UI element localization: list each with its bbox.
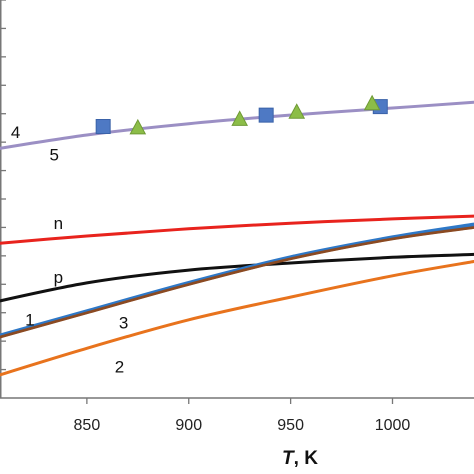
x-tick-label: 850 bbox=[74, 417, 101, 434]
curve-label-2: 2 bbox=[115, 357, 124, 376]
curve-label-layer: 4 5 n p 1 3 2 bbox=[11, 123, 128, 377]
x-axis-ticks: 8008509009501000 bbox=[74, 398, 411, 434]
curve-label-n: n bbox=[54, 214, 63, 233]
series-line-n bbox=[0, 214, 474, 245]
x-tick-label: 900 bbox=[175, 417, 202, 434]
series-line-3-overlay bbox=[0, 226, 474, 339]
series-line-p bbox=[0, 252, 474, 303]
curve-label-3: 3 bbox=[119, 313, 128, 332]
triangle-marker bbox=[129, 118, 147, 135]
x-tick-label: 1000 bbox=[375, 417, 411, 434]
series-line-2 bbox=[0, 260, 474, 377]
x-axis-title: T, K bbox=[282, 448, 318, 469]
series-layer bbox=[0, 100, 474, 377]
triangle-marker bbox=[288, 103, 306, 119]
curve-label-5: 5 bbox=[50, 146, 59, 165]
series-line-4 bbox=[0, 100, 474, 150]
square-marker bbox=[95, 119, 111, 135]
square-marker bbox=[258, 107, 274, 123]
x-axis-title-variable: T bbox=[282, 448, 295, 469]
curve-label-1: 1 bbox=[25, 311, 34, 330]
marker-layer bbox=[95, 94, 388, 135]
series-line-1 bbox=[0, 222, 474, 338]
y-axis-ticks bbox=[0, 0, 6, 371]
curve-label-4: 4 bbox=[11, 123, 20, 142]
x-tick-label: 950 bbox=[277, 417, 304, 434]
triangle-marker bbox=[363, 94, 381, 111]
triangle-marker bbox=[231, 110, 249, 126]
x-axis-title-unit: , K bbox=[294, 448, 319, 469]
curve-label-p: p bbox=[54, 268, 63, 287]
